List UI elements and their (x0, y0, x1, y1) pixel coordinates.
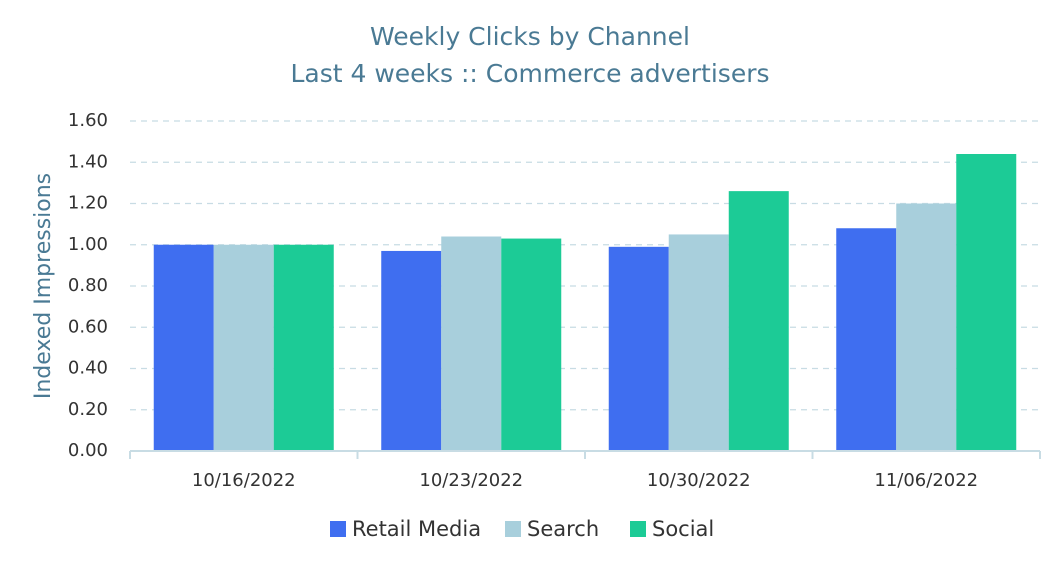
legend-swatch (330, 521, 346, 537)
legend-swatch (630, 521, 646, 537)
y-tick-label: 0.60 (68, 316, 108, 337)
y-tick-label: 1.00 (68, 234, 108, 255)
bar (956, 154, 1017, 451)
x-tick-label: 10/23/2022 (419, 470, 523, 491)
y-tick-label: 0.00 (68, 440, 108, 461)
x-tick-label: 10/16/2022 (192, 470, 296, 491)
x-tick-label: 11/06/2022 (874, 470, 978, 491)
bar (668, 234, 729, 451)
bar (836, 228, 897, 451)
bar (441, 236, 502, 451)
bar (153, 244, 214, 451)
legend-label: Search (527, 517, 599, 541)
y-tick-label: 0.20 (68, 399, 108, 420)
x-tick-label: 10/30/2022 (647, 470, 751, 491)
legend-swatch (505, 521, 521, 537)
legend-label: Social (652, 517, 714, 541)
y-tick-label: 1.20 (68, 193, 108, 214)
bar (896, 203, 957, 451)
bar (501, 238, 562, 451)
bar (273, 244, 334, 451)
bar (381, 250, 442, 451)
y-tick-label: 0.40 (68, 358, 108, 379)
y-tick-label: 1.60 (68, 110, 108, 131)
y-tick-label: 1.40 (68, 151, 108, 172)
y-axis-label: Indexed Impressions (31, 173, 56, 399)
bar (728, 191, 789, 451)
chart-subtitle: Last 4 weeks :: Commerce advertisers (290, 59, 769, 88)
bar (213, 244, 274, 451)
chart-title: Weekly Clicks by Channel (370, 22, 690, 51)
bar (608, 246, 669, 451)
legend-label: Retail Media (352, 517, 481, 541)
y-tick-label: 0.80 (68, 275, 108, 296)
